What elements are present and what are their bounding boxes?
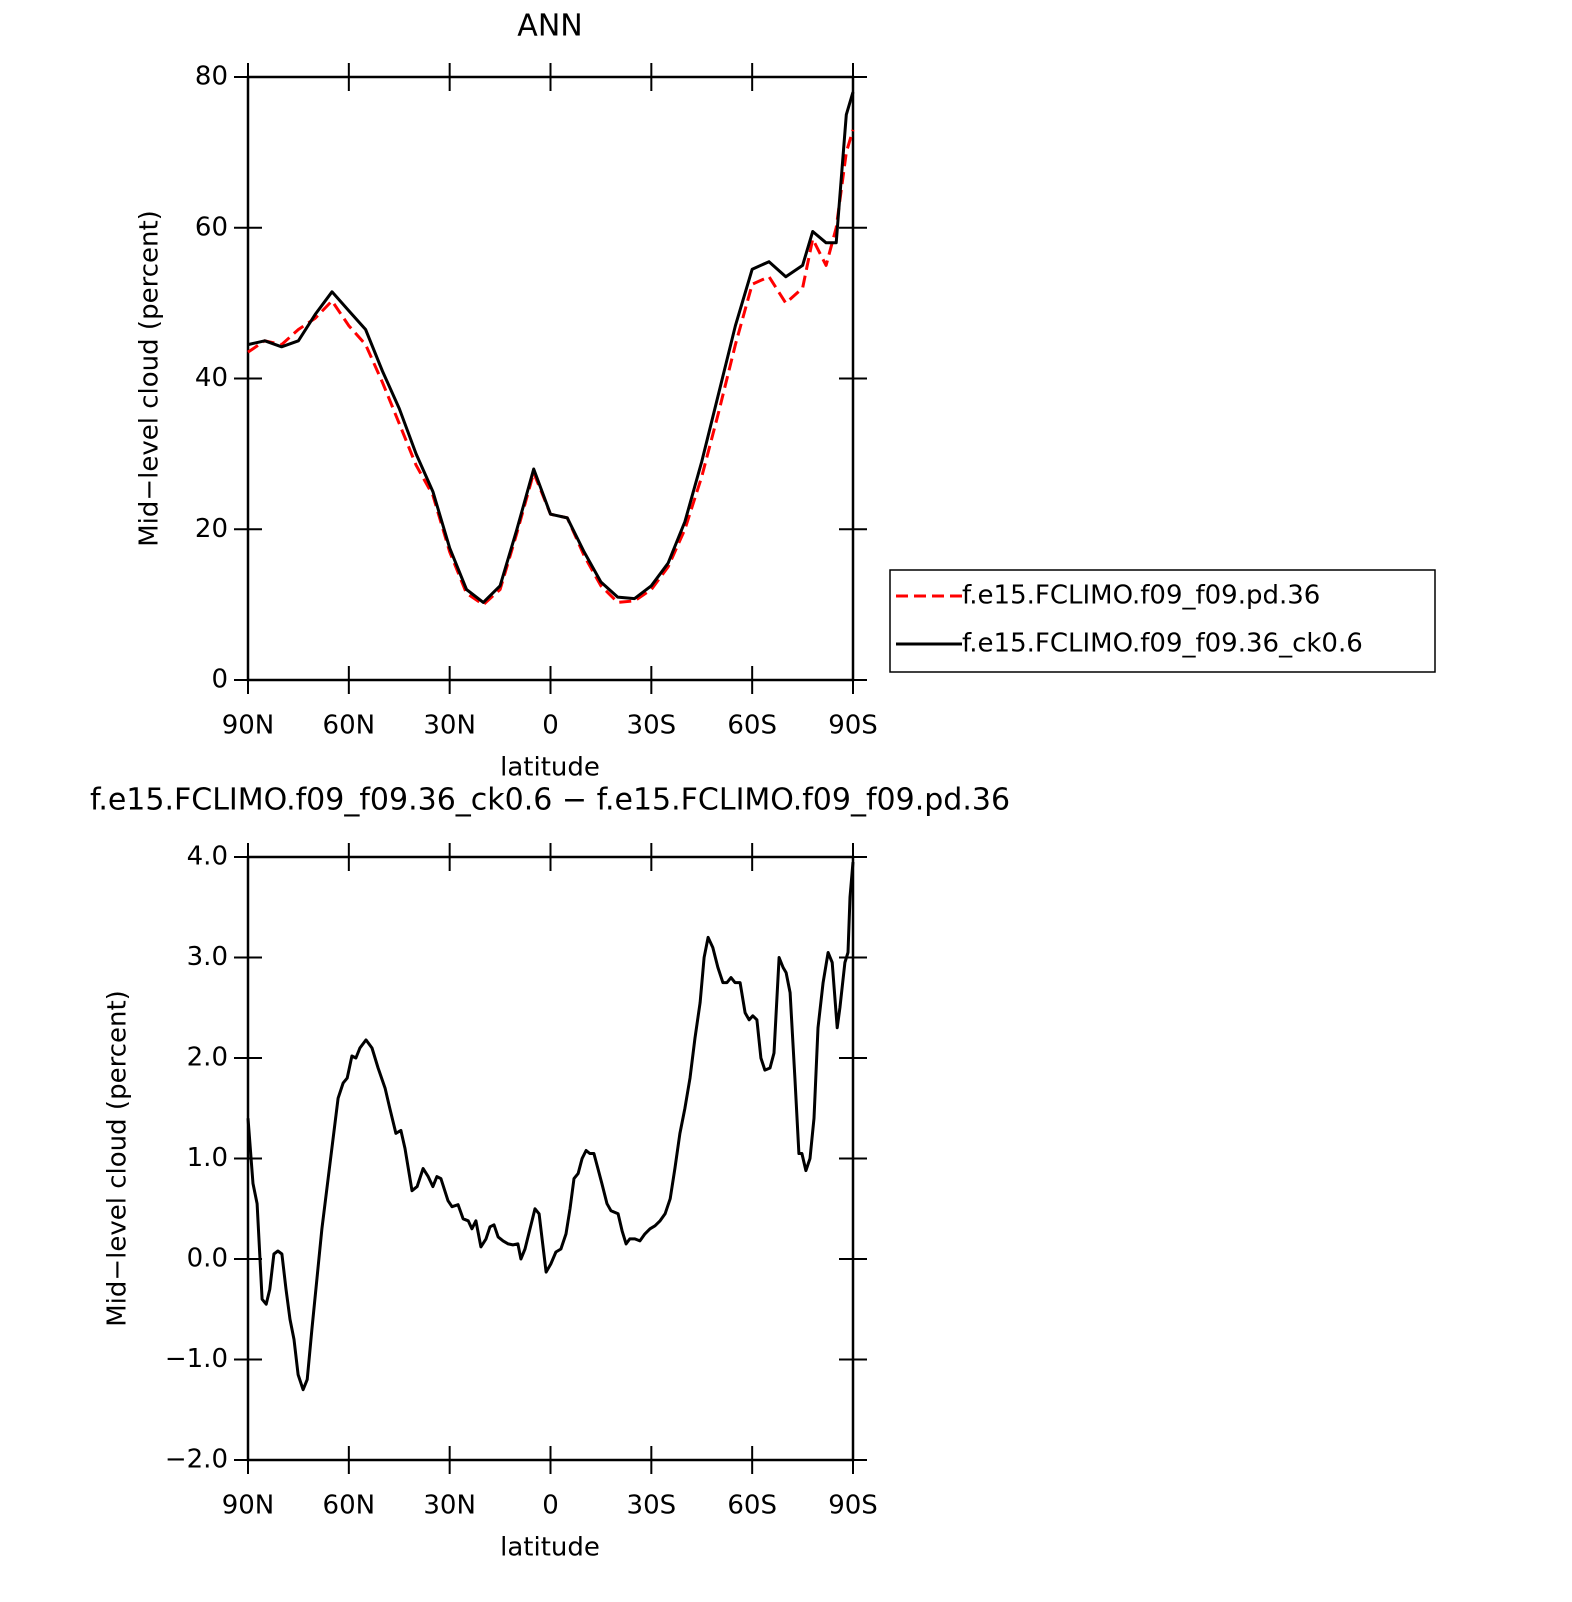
x-tick-label: 90N	[222, 711, 275, 741]
x-tick-label: 90S	[828, 711, 878, 741]
y-tick-label: 40	[195, 363, 228, 393]
chart-title: f.e15.FCLIMO.f09_f09.36_ck0.6 − f.e15.FC…	[90, 783, 1010, 818]
x-tick-label: 90N	[222, 1491, 275, 1521]
x-tick-label: 60N	[323, 1491, 376, 1521]
x-tick-label: 0	[542, 1491, 559, 1521]
y-axis-label: Mid−level cloud (percent)	[135, 210, 165, 547]
y-tick-label: −1.0	[165, 1344, 228, 1374]
plot-frame	[246, 855, 855, 1462]
plot-frame	[246, 75, 855, 682]
y-tick-label: 3.0	[187, 942, 228, 972]
data-line	[247, 91, 855, 604]
x-tick-label: 90S	[828, 1491, 878, 1521]
data-line	[246, 861, 855, 1392]
y-tick-label: 60	[195, 212, 228, 242]
x-axis-label: latitude	[500, 1533, 600, 1563]
y-axis-label: Mid−level cloud (percent)	[103, 990, 133, 1327]
y-tick-label: −2.0	[165, 1445, 228, 1475]
x-tick-label: 30N	[423, 711, 476, 741]
x-tick-label: 30S	[627, 711, 677, 741]
x-tick-label: 30S	[627, 1491, 677, 1521]
legend-box	[889, 569, 1436, 673]
y-tick-label: 4.0	[187, 842, 228, 872]
y-tick-label: 0	[211, 665, 228, 695]
x-tick-label: 0	[542, 711, 559, 741]
legend-label: f.e15.FCLIMO.f09_f09.36_ck0.6	[962, 629, 1363, 659]
chart-title: ANN	[517, 9, 582, 44]
x-tick-label: 60N	[323, 711, 376, 741]
legend-label: f.e15.FCLIMO.f09_f09.pd.36	[962, 581, 1320, 611]
y-tick-label: 2.0	[187, 1043, 228, 1073]
x-tick-label: 60S	[727, 711, 777, 741]
x-tick-label: 60S	[727, 1491, 777, 1521]
y-tick-label: 80	[195, 62, 228, 92]
data-line	[247, 129, 855, 607]
x-tick-label: 30N	[423, 1491, 476, 1521]
x-axis-label: latitude	[500, 753, 600, 783]
y-tick-label: 0.0	[187, 1244, 228, 1274]
y-tick-label: 20	[195, 514, 228, 544]
y-tick-label: 1.0	[187, 1143, 228, 1173]
